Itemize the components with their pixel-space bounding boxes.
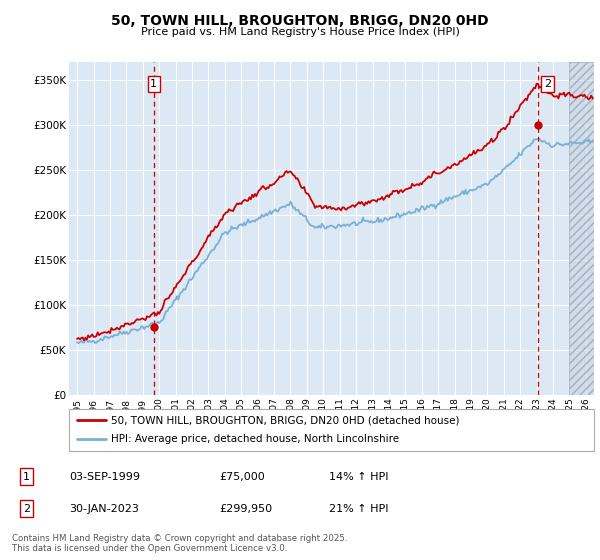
Text: Price paid vs. HM Land Registry's House Price Index (HPI): Price paid vs. HM Land Registry's House … (140, 27, 460, 38)
Text: 50, TOWN HILL, BROUGHTON, BRIGG, DN20 0HD (detached house): 50, TOWN HILL, BROUGHTON, BRIGG, DN20 0H… (111, 415, 460, 425)
Bar (569, 62, 600, 395)
Text: 1: 1 (23, 472, 30, 482)
Text: 2: 2 (23, 504, 30, 514)
Text: 03-SEP-1999: 03-SEP-1999 (70, 472, 140, 482)
Text: Contains HM Land Registry data © Crown copyright and database right 2025.
This d: Contains HM Land Registry data © Crown c… (12, 534, 347, 553)
FancyBboxPatch shape (69, 409, 594, 451)
Text: 2: 2 (544, 79, 551, 89)
Text: 50, TOWN HILL, BROUGHTON, BRIGG, DN20 0HD: 50, TOWN HILL, BROUGHTON, BRIGG, DN20 0H… (111, 14, 489, 28)
Text: 21% ↑ HPI: 21% ↑ HPI (329, 504, 388, 514)
Bar (569, 62, 600, 395)
Text: 14% ↑ HPI: 14% ↑ HPI (329, 472, 388, 482)
Text: £299,950: £299,950 (220, 504, 272, 514)
Text: 30-JAN-2023: 30-JAN-2023 (70, 504, 139, 514)
Text: £75,000: £75,000 (220, 472, 265, 482)
Text: 1: 1 (151, 79, 157, 89)
Text: HPI: Average price, detached house, North Lincolnshire: HPI: Average price, detached house, Nort… (111, 435, 399, 445)
